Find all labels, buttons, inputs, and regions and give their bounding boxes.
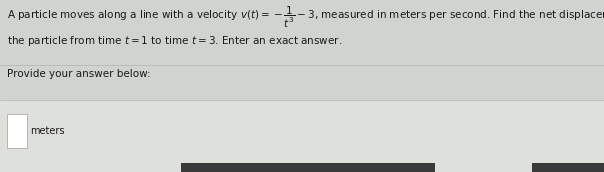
Text: Provide your answer below:: Provide your answer below:: [7, 69, 151, 79]
Bar: [7, 114, 27, 148]
Bar: [532, 163, 604, 172]
Bar: [181, 163, 435, 172]
Bar: [0, 0, 604, 100]
Text: A particle moves along a line with a velocity $v(t) = -\dfrac{1}{t^3} - 3$, meas: A particle moves along a line with a vel…: [7, 5, 604, 30]
Text: the particle from time $t = 1$ to time $t = 3$. Enter an exact answer.: the particle from time $t = 1$ to time $…: [7, 34, 342, 48]
Text: meters: meters: [30, 126, 65, 136]
Bar: [0, 100, 604, 172]
